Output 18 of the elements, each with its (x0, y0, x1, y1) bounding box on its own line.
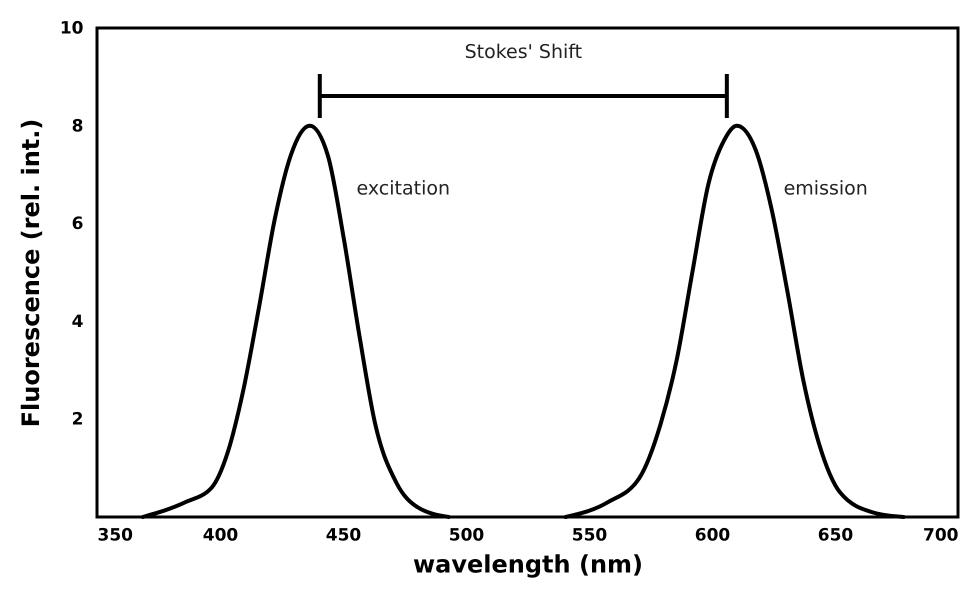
y-tick-label: 6 (72, 214, 84, 234)
y-tick-label: 10 (60, 18, 84, 38)
series-label: excitation (356, 177, 450, 200)
x-tick-label: 400 (202, 526, 238, 546)
x-tick-label: 600 (694, 526, 730, 546)
x-tick-label: 700 (923, 526, 959, 546)
x-tick-label: 450 (326, 526, 362, 546)
x-tick-label: 500 (448, 526, 484, 546)
y-tick-label: 2 (72, 410, 84, 430)
x-tick-label: 650 (818, 526, 854, 546)
series-label: emission (784, 177, 868, 200)
x-tick-label: 550 (572, 526, 608, 546)
annotation: Stokes' Shift (464, 41, 582, 63)
y-tick-label: 4 (72, 312, 84, 332)
y-tick-label: 8 (72, 116, 84, 136)
x-axis-title: wavelength (nm) (412, 550, 644, 578)
x-tick-label: 350 (98, 526, 134, 546)
y-axis-title: Fluorescence (rel. int.) (16, 118, 45, 428)
